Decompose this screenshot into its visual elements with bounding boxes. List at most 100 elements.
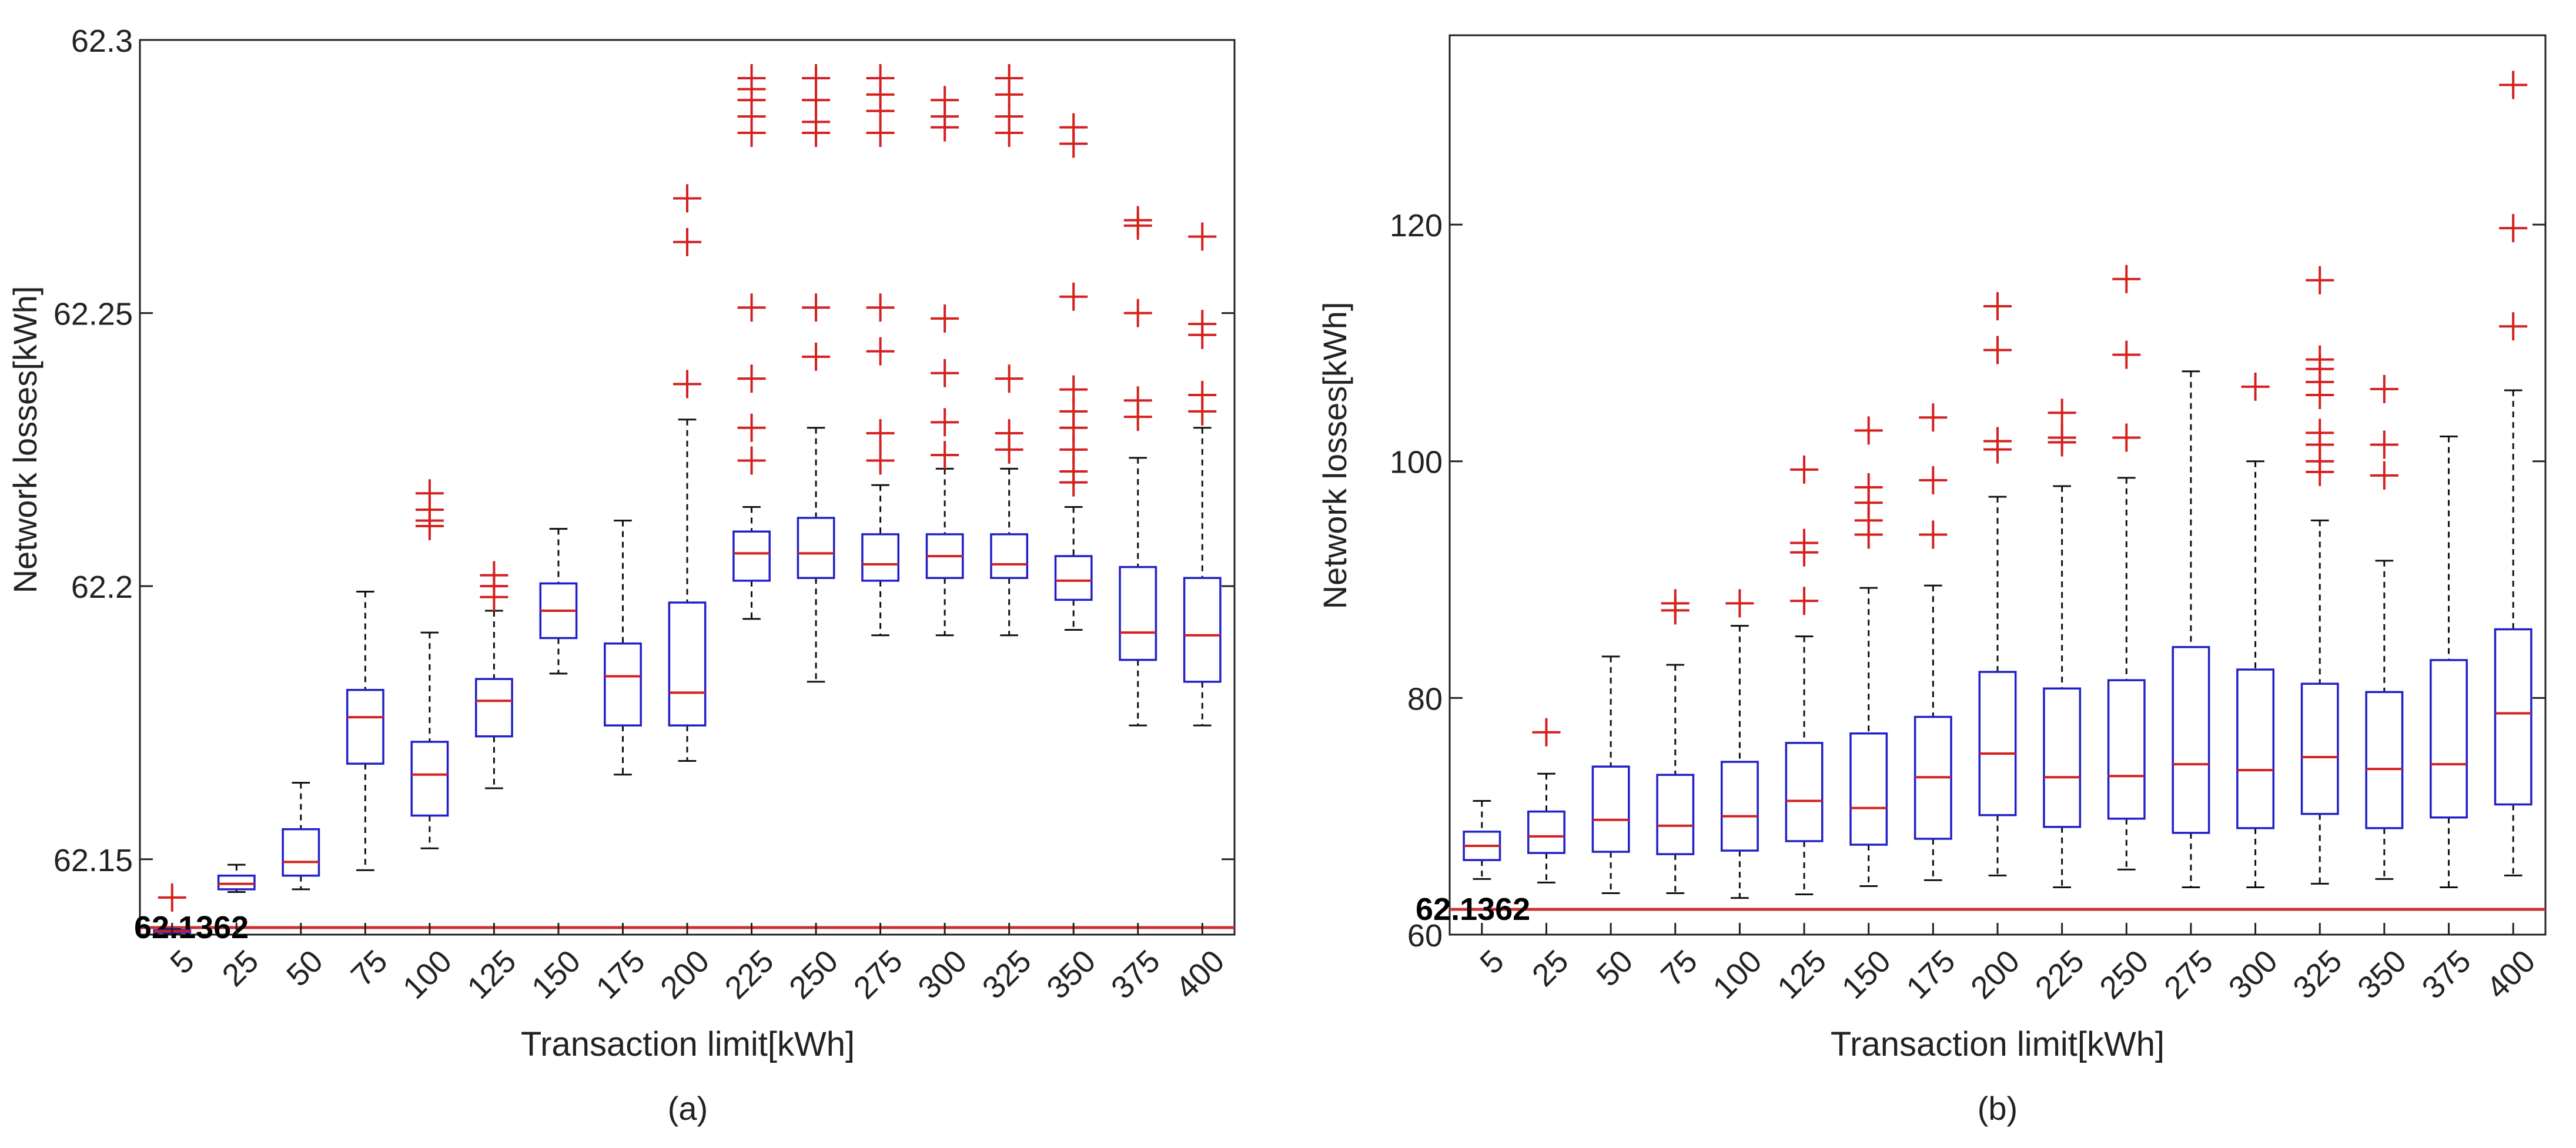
outlier-marker xyxy=(2370,374,2398,403)
y-axis-label-b: Network losses[kWh] xyxy=(1316,302,1353,610)
iqr-box xyxy=(1978,671,2017,816)
outlier-marker xyxy=(1854,416,1883,445)
box-group-25 xyxy=(1527,718,1565,883)
outlier-marker xyxy=(2499,312,2528,341)
box-group-175 xyxy=(604,520,642,776)
box-group-325 xyxy=(990,64,1029,637)
outlier-marker xyxy=(737,293,766,322)
iqr-box xyxy=(861,533,900,582)
box-group-300 xyxy=(925,86,964,637)
outlier-marker xyxy=(737,413,766,442)
outlier-marker xyxy=(931,86,959,115)
x-tick-label: 50 xyxy=(1590,943,1640,993)
box-group-200 xyxy=(668,184,707,762)
outlier-marker xyxy=(2499,214,2528,243)
box-group-350 xyxy=(1054,113,1093,631)
outlier-marker xyxy=(415,479,444,508)
x-tick-label: 175 xyxy=(1899,943,1962,1006)
outlier-marker xyxy=(802,293,831,322)
x-tick-label: 100 xyxy=(1706,943,1768,1006)
box-group-5 xyxy=(1463,800,1501,880)
iqr-box xyxy=(2430,659,2468,819)
outlier-marker xyxy=(2370,430,2398,459)
x-tick-label: 375 xyxy=(1105,943,1167,1006)
iqr-box xyxy=(217,874,256,891)
outlier-marker xyxy=(1983,292,2012,321)
box-group-100 xyxy=(1720,589,1759,899)
box-group-250 xyxy=(2107,265,2146,871)
x-tick-label: 300 xyxy=(2222,943,2284,1006)
y-axis-label-a: Network losses[kWh] xyxy=(6,286,44,594)
plot-frame xyxy=(1448,34,2547,936)
outlier-marker xyxy=(673,370,701,399)
x-tick-label: 400 xyxy=(2480,943,2542,1006)
iqr-box xyxy=(282,828,320,877)
x-tick-label: 275 xyxy=(2157,943,2220,1006)
box-group-400 xyxy=(2494,71,2532,876)
outlier-marker xyxy=(673,227,701,256)
outlier-marker xyxy=(673,184,701,213)
outlier-marker xyxy=(1790,587,1819,615)
outlier-marker xyxy=(1790,528,1819,557)
iqr-box xyxy=(1591,765,1630,853)
x-tick-label: 375 xyxy=(2416,943,2478,1006)
outlier-marker xyxy=(931,359,959,387)
outlier-marker xyxy=(1919,520,1948,549)
iqr-box xyxy=(1527,810,1565,854)
outlier-marker xyxy=(737,446,766,475)
iqr-box xyxy=(1656,774,1695,855)
outlier-marker xyxy=(2241,372,2270,401)
outlier-marker xyxy=(1983,336,2012,364)
x-tick-label: 5 xyxy=(163,943,201,981)
y-tick-label: 80 xyxy=(1407,681,1443,717)
x-axis-label-b: Transaction limit[kWh] xyxy=(1831,1025,2164,1063)
x-tick-label: 350 xyxy=(2351,943,2413,1006)
panel-label-b: (b) xyxy=(1978,1090,2018,1127)
box-group-75 xyxy=(346,590,384,871)
y-tick-label: 60 xyxy=(1407,918,1443,953)
iqr-box xyxy=(410,741,449,817)
outlier-marker xyxy=(2499,71,2528,99)
iqr-box xyxy=(1720,761,1759,852)
box-group-125 xyxy=(1785,455,1824,896)
iqr-box xyxy=(2043,687,2082,828)
iqr-box xyxy=(1054,555,1093,601)
outlier-marker xyxy=(1790,455,1819,484)
outlier-marker xyxy=(2306,345,2334,374)
box-group-50 xyxy=(1591,655,1630,895)
outlier-marker xyxy=(1532,718,1561,747)
outlier-marker xyxy=(995,419,1023,448)
outlier-marker xyxy=(2048,399,2076,427)
panel-label-a: (a) xyxy=(668,1090,708,1127)
box-group-350 xyxy=(2365,374,2404,880)
iqr-box xyxy=(474,678,513,738)
outlier-marker xyxy=(2370,461,2398,490)
x-tick-label: 25 xyxy=(216,943,266,993)
x-tick-label: 325 xyxy=(2286,943,2348,1006)
outlier-marker xyxy=(866,337,895,366)
x-tick-label: 325 xyxy=(976,943,1038,1006)
box-group-150 xyxy=(539,528,578,675)
x-tick-label: 275 xyxy=(847,943,909,1006)
outlier-marker xyxy=(802,342,831,371)
x-tick-label: 150 xyxy=(525,943,587,1006)
outlier-marker xyxy=(2048,423,2076,452)
x-tick-label: 125 xyxy=(460,943,523,1006)
x-tick-label: 100 xyxy=(396,943,459,1006)
y-tick-label: 100 xyxy=(1390,445,1443,480)
outlier-marker xyxy=(1188,310,1217,339)
outlier-marker xyxy=(2306,266,2334,294)
outlier-marker xyxy=(931,304,959,333)
outlier-marker xyxy=(1059,282,1088,311)
iqr-box xyxy=(2236,668,2275,829)
box-group-400 xyxy=(1183,222,1222,727)
box-group-325 xyxy=(2300,266,2339,885)
x-tick-label: 200 xyxy=(654,943,716,1006)
y-tick-label: 62.25 xyxy=(53,297,133,332)
box-group-200 xyxy=(1978,292,2017,876)
outlier-marker xyxy=(2112,423,2141,452)
iqr-box xyxy=(346,688,384,765)
x-tick-label: 225 xyxy=(718,943,781,1006)
